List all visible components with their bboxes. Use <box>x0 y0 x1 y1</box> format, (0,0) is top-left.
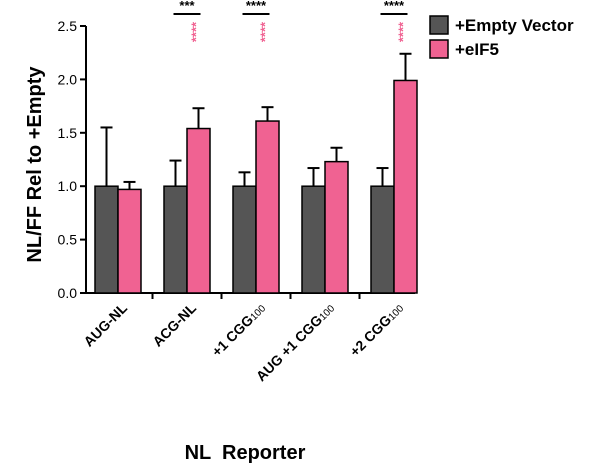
y-tick-label: 0.0 <box>58 285 78 301</box>
x-tick-label: AUG-NL <box>80 299 130 349</box>
bar-empty-vector <box>94 185 119 294</box>
y-tick-label: 1.0 <box>58 178 78 194</box>
y-tick-label: 2.0 <box>58 71 78 87</box>
x-tick-label: +1 CGG100 <box>208 299 268 359</box>
significance-stars: **** <box>396 21 411 42</box>
bar-eif5 <box>117 188 142 294</box>
significance-bracket-label: **** <box>246 0 267 13</box>
legend-swatch <box>429 39 449 59</box>
x-tick-label-main: +1 CGG <box>208 312 256 360</box>
x-tick-label-main: AUG-NL <box>80 299 130 349</box>
bar-empty-vector <box>163 185 188 294</box>
legend-label: +eIF5 <box>455 40 499 59</box>
significance-markers: *** **** ******** **** **** <box>173 0 411 42</box>
legend-label: +Empty Vector <box>455 16 574 35</box>
significance-bracket-label: *** <box>179 0 195 13</box>
x-axis-label: NL Reporter <box>185 442 306 464</box>
x-tick-label: +2 CGG100 <box>346 299 406 359</box>
bar-eif5 <box>324 160 349 294</box>
bar-empty-vector <box>232 185 257 294</box>
x-tick-label-main: +2 CGG <box>346 312 394 360</box>
bar-empty-vector <box>370 185 395 294</box>
y-tick-label: 1.5 <box>58 125 78 141</box>
significance-stars: **** <box>258 21 273 42</box>
x-tick-label: ACG-NL <box>149 299 199 349</box>
error-bars <box>100 52 412 190</box>
significance-stars: **** <box>189 21 204 42</box>
x-tick-label-main: ACG-NL <box>149 299 199 349</box>
bars <box>94 79 418 294</box>
y-axis-label: NL/FF Rel to +Empty <box>24 66 46 263</box>
bar-eif5 <box>186 127 211 294</box>
bar-eif5 <box>255 120 280 294</box>
significance-bracket-label: **** <box>384 0 405 13</box>
bar-empty-vector <box>301 185 326 294</box>
legend-swatch <box>429 15 449 35</box>
legend: +Empty Vector +eIF5 <box>429 15 574 59</box>
bar-eif5 <box>393 79 418 294</box>
y-tick-label: 0.5 <box>58 232 78 248</box>
y-tick-label: 2.5 <box>58 18 78 34</box>
x-tick-label-main: AUG +1 CGG <box>253 312 326 385</box>
